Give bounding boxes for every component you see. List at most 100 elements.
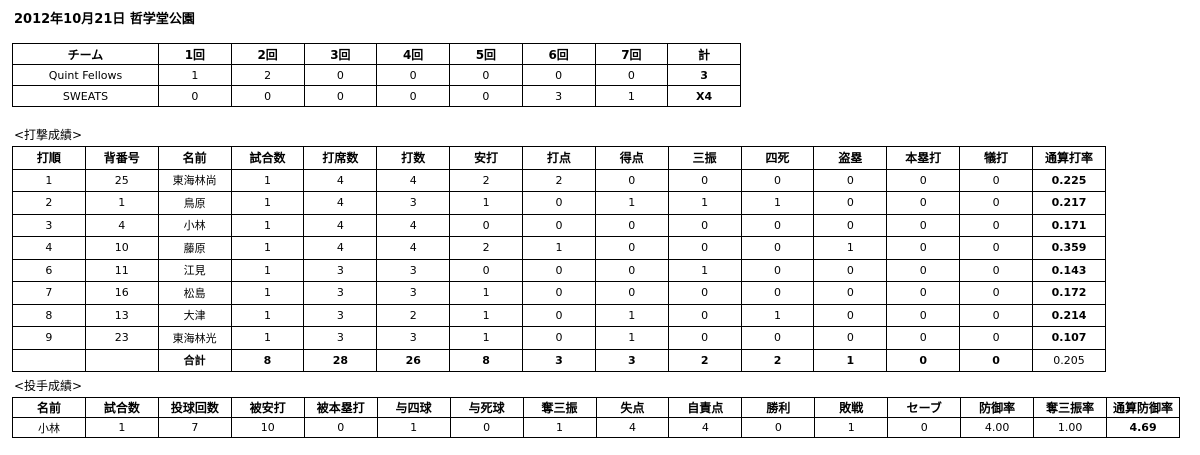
table-cell: 25 — [84, 168, 159, 192]
column-header: 敗戦 — [814, 397, 889, 418]
table-cell: 4.69 — [1106, 417, 1180, 438]
table-row: 小林 1 7 10 0 1 0 1 4 4 0 1 0 4.00 1.00 4.69 — [12, 417, 1180, 438]
column-header: 4回 — [376, 43, 450, 65]
table-cell: 1 — [594, 191, 669, 215]
table-cell: 0 — [522, 258, 596, 282]
table-cell: 0 — [303, 64, 378, 86]
table-cell: 0 — [594, 168, 669, 192]
table-row: 4 10 藤原 1 4 4 2 1 0 0 0 1 0 0 0.359 — [12, 236, 1106, 260]
table-row: SWEATS 0 0 0 0 0 3 1 X4 — [12, 85, 741, 107]
table-cell: 1.00 — [1033, 417, 1108, 438]
table-cell: 1 — [522, 236, 596, 260]
table-cell: 8 — [12, 303, 86, 327]
table-cell: 江見 — [157, 258, 232, 282]
table-cell: 3 — [12, 213, 86, 237]
table-cell: 4 — [303, 168, 378, 192]
table-cell: 0 — [813, 303, 888, 327]
table-row: Quint Fellows 1 2 0 0 0 0 0 3 — [12, 64, 741, 86]
column-header: 計 — [667, 43, 741, 65]
table-row: 2 1 鳥原 1 4 3 1 0 1 1 1 0 0 0 0.217 — [12, 191, 1106, 215]
table-cell: 4 — [376, 213, 451, 237]
table-cell: 0 — [813, 281, 888, 305]
table-cell: 4 — [303, 213, 378, 237]
table-cell: 0 — [667, 236, 742, 260]
table-cell: 2 — [12, 191, 86, 215]
batting-table: 打順 背番号 名前 試合数 打席数 打数 安打 打点 得点 三振 四死 盗塁 本塁打 犠打 通算打率 1 25 東… — [12, 146, 1106, 372]
table-cell: 0 — [959, 281, 1034, 305]
column-header: 安打 — [449, 146, 524, 170]
table-cell: 0 — [667, 213, 742, 237]
table-cell: 10 — [230, 417, 305, 438]
table-cell: 0 — [522, 213, 596, 237]
column-header: 三振 — [667, 146, 742, 170]
column-header: 打数 — [376, 146, 451, 170]
table-cell: 0 — [522, 303, 596, 327]
table-cell: 0 — [959, 303, 1034, 327]
column-header: 被本塁打 — [303, 397, 378, 418]
column-header: 打点 — [522, 146, 596, 170]
table-cell: 0 — [886, 213, 961, 237]
table-cell: 0 — [959, 213, 1034, 237]
table-cell: 3 — [521, 85, 596, 107]
table-cell: 0 — [886, 191, 961, 215]
header-row: 名前 試合数 投球回数 被安打 被本塁打 与四球 与死球 奪三振 失点 自責点 勝利 敗戦 セーブ 防御率… — [12, 397, 1180, 418]
table-cell: 4 — [376, 168, 451, 192]
table-cell: 0 — [449, 417, 524, 438]
table-cell: 0.217 — [1032, 191, 1106, 215]
table-cell: 1 — [667, 258, 742, 282]
table-cell: 1 — [230, 258, 305, 282]
table-cell: 0 — [594, 236, 669, 260]
table-row: 1 25 東海林尚 1 4 4 2 2 0 0 0 0 0 0 0.225 — [12, 168, 1106, 192]
table-cell: 28 — [303, 348, 378, 372]
table-cell: 4 — [84, 213, 159, 237]
column-header: 自責点 — [668, 397, 743, 418]
table-cell: 8 — [449, 348, 524, 372]
table-cell: 4 — [668, 417, 743, 438]
column-header: 奪三振 — [522, 397, 597, 418]
pitching-table: 名前 試合数 投球回数 被安打 被本塁打 与四球 与死球 奪三振 失点 自責点 勝利 敗戦 セーブ 防御率… — [12, 397, 1180, 438]
column-header: 犠打 — [959, 146, 1034, 170]
table-cell: 1 — [12, 168, 86, 192]
linescore-table: チーム 1回 2回 3回 4回 5回 6回 7回計 Quint Fellows 1 2 0 0 0 0 0 3 S… — [12, 43, 741, 107]
table-cell: 1 — [158, 64, 232, 86]
table-cell: 0.171 — [1032, 213, 1106, 237]
column-header: 打席数 — [303, 146, 378, 170]
total-row: 合計 8 28 26 8 3 3 2 2 1 0 0 0.205 — [12, 348, 1106, 372]
table-cell: 4 — [376, 236, 451, 260]
table-cell: 1 — [814, 417, 889, 438]
table-cell: 松島 — [157, 281, 232, 305]
table-cell: 0 — [667, 303, 742, 327]
table-cell: 1 — [522, 417, 597, 438]
table-cell: 1 — [230, 191, 305, 215]
column-header: 被安打 — [230, 397, 305, 418]
table-cell: 3 — [376, 191, 451, 215]
table-cell: 4.00 — [960, 417, 1035, 438]
table-cell: 1 — [230, 213, 305, 237]
column-header: 5回 — [449, 43, 523, 65]
table-cell: 0 — [886, 168, 961, 192]
table-cell: 0.205 — [1032, 348, 1106, 372]
table-cell: 10 — [84, 236, 159, 260]
table-cell: 9 — [12, 326, 86, 350]
table-cell: 4 — [303, 236, 378, 260]
table-cell: 0 — [667, 168, 742, 192]
table-cell: 0 — [959, 236, 1034, 260]
table-cell: 3 — [667, 64, 741, 86]
table-cell: 1 — [230, 281, 305, 305]
table-cell: 1 — [740, 191, 815, 215]
table-cell: 7 — [12, 281, 86, 305]
column-header: セーブ — [887, 397, 962, 418]
table-cell: 0 — [886, 348, 961, 372]
table-cell: 3 — [376, 281, 451, 305]
table-cell: 3 — [303, 326, 378, 350]
table-cell: 1 — [667, 191, 742, 215]
table-cell: 23 — [84, 326, 159, 350]
table-cell: 0 — [813, 213, 888, 237]
table-row: 6 11 江見 1 3 3 0 0 0 1 0 0 0 0 0.143 — [12, 258, 1106, 282]
column-header: 名前 — [157, 146, 232, 170]
table-cell: 1 — [813, 236, 888, 260]
batting-caption: <打撃成績> — [14, 128, 83, 142]
pitching-caption: <投手成績> — [14, 379, 83, 393]
column-header: 1回 — [158, 43, 232, 65]
column-header: チーム — [12, 43, 159, 65]
